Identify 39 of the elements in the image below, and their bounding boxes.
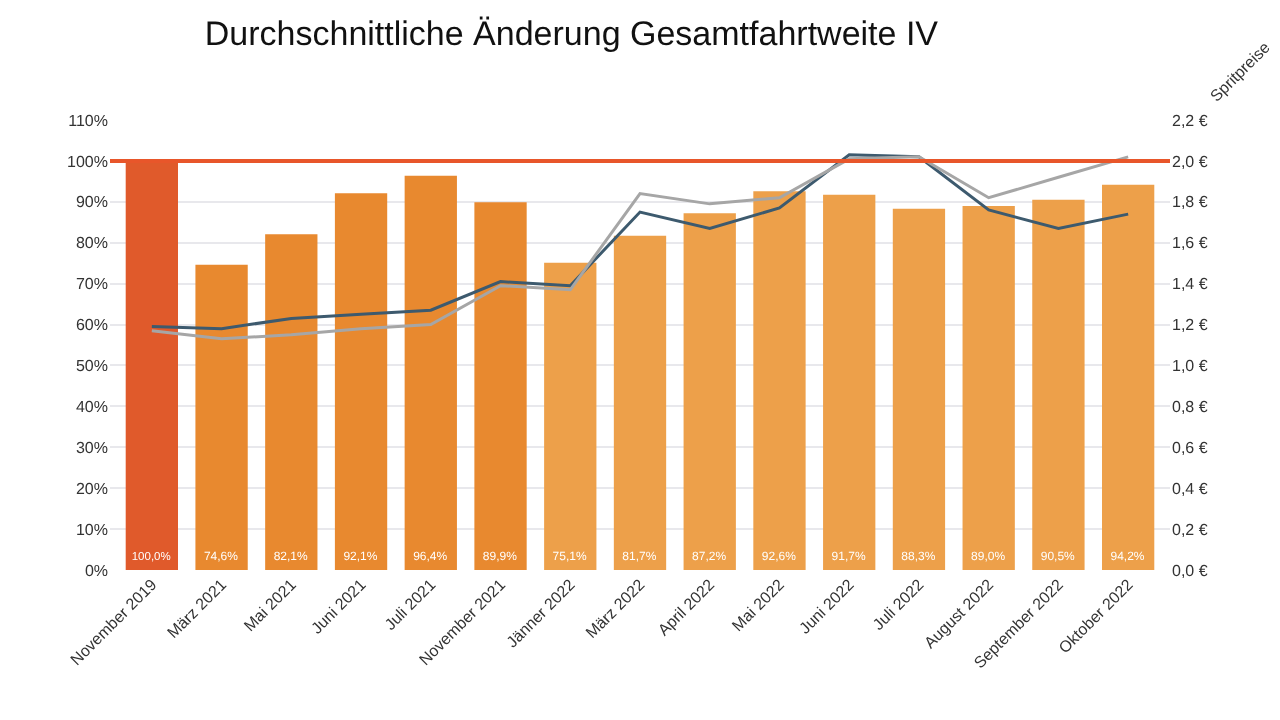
y-tick-label: 90%	[75, 193, 108, 212]
bar	[265, 234, 318, 570]
bar	[474, 202, 527, 570]
y-tick-label: 60%	[75, 316, 108, 335]
y2-tick-label: 0,6 €	[1172, 438, 1209, 457]
bar	[544, 262, 597, 570]
y2-tick-label: 0,0 €	[1172, 561, 1209, 580]
y-tick-label: 10%	[75, 520, 108, 539]
bar	[1102, 184, 1155, 570]
y2-tick-label: 0,4 €	[1172, 479, 1209, 498]
bar	[753, 191, 806, 570]
y2-tick-label: 2,0 €	[1172, 152, 1209, 171]
chart-title: Durchschnittliche Änderung Gesamtfahrtweite IV	[204, 15, 940, 54]
y2-tick-label: 1,4 €	[1172, 275, 1209, 294]
y2-tick-label: 1,0 €	[1172, 357, 1209, 376]
bar	[613, 235, 667, 570]
y-tick-label: 30%	[75, 438, 108, 457]
bar	[962, 205, 1015, 570]
y2-tick-label: 1,2 €	[1172, 316, 1209, 335]
bar	[334, 193, 388, 570]
y2-tick-label: 0,2 €	[1172, 520, 1209, 539]
y-tick-label: 80%	[75, 234, 108, 253]
y2-tick-label: 1,6 €	[1172, 234, 1209, 253]
bar	[195, 264, 248, 570]
bar	[404, 175, 457, 570]
y2-tick-label: 0,8 €	[1172, 397, 1209, 416]
y-tick-label: 20%	[75, 479, 108, 498]
y2-tick-label: 1,8 €	[1172, 193, 1209, 212]
y-tick-label: 110%	[68, 111, 108, 130]
y-tick-label: 50%	[75, 357, 108, 376]
y-tick-label: 0%	[84, 561, 108, 580]
bar	[892, 208, 946, 570]
bar	[683, 213, 736, 570]
y-tick-label: 40%	[75, 397, 108, 416]
y2-tick-label: 2,2 €	[1172, 111, 1209, 130]
bar	[1032, 199, 1085, 570]
y-tick-label: 70%	[75, 275, 108, 294]
bar	[823, 194, 876, 570]
y-tick-label: 100%	[67, 152, 108, 171]
